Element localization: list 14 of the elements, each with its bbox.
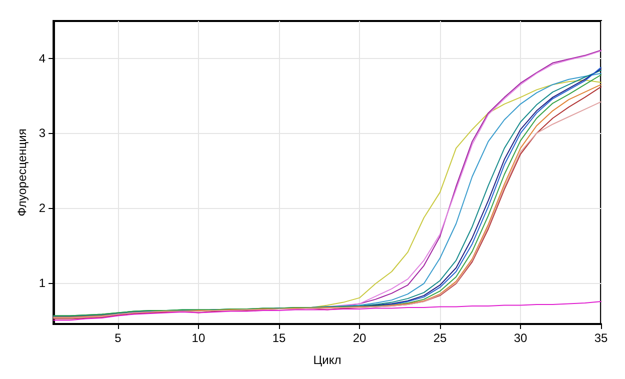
x-axis-title: Цикл	[313, 353, 342, 367]
y-tick-label: 3	[38, 126, 46, 140]
y-tick-label: 1	[38, 276, 46, 290]
line-series	[53, 301, 602, 321]
x-tick-label: 30	[514, 331, 528, 345]
y-tick-label: 2	[38, 201, 46, 216]
x-tick-label: 10	[192, 331, 206, 345]
x-tick-label: 20	[352, 331, 366, 345]
y-tick-label: 4	[38, 51, 46, 66]
x-tick-label: 25	[433, 331, 447, 345]
x-tick-label: 35	[594, 331, 608, 345]
y-axis-title: Флуоресценция	[15, 128, 29, 216]
x-tick-label: 15	[272, 331, 286, 345]
x-tick-label: 5	[114, 331, 122, 345]
